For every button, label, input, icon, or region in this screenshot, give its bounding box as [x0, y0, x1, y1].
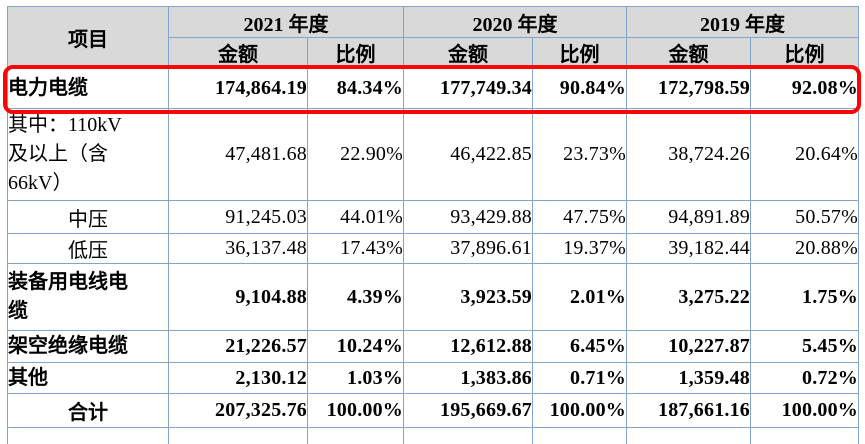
ratio-cell: 23.73% — [532, 108, 627, 201]
amount-cell: 36,137.48 — [168, 233, 308, 264]
header-ratio-2021: 比例 — [307, 37, 404, 68]
amount-cell: 2,130.12 — [168, 362, 308, 394]
ratio-cell: 100.00% — [532, 393, 627, 428]
header-year-2021: 2021 年度 — [168, 6, 404, 38]
amount-cell: 38,724.26 — [626, 108, 751, 201]
ratio-cell: 19.37% — [532, 233, 627, 264]
amount-cell: 195,669.67 — [403, 393, 533, 428]
row-label: 其他 — [7, 362, 169, 394]
amount-cell: 174,864.19 — [168, 67, 308, 109]
ratio-cell: 4.39% — [307, 263, 404, 331]
ratio-cell: 100.00% — [750, 393, 859, 428]
financial-table: 项目 2021 年度 2020 年度 2019 年度 金额 比例 金额 比例 金… — [7, 6, 859, 444]
ratio-cell: 90.84% — [532, 67, 627, 109]
amount-cell: 3,923.59 — [403, 263, 533, 331]
row-label: 其中：110kV 及以上（含 66kV） — [7, 108, 169, 201]
amount-cell: 187,661.16 — [626, 393, 751, 428]
ratio-cell: 5.45% — [750, 330, 859, 363]
amount-cell: 177,749.34 — [403, 67, 533, 109]
table-row-110kv: 其中：110kV 及以上（含 66kV） 47,481.68 22.90% 46… — [7, 108, 859, 201]
amount-cell: 3,275.22 — [626, 263, 751, 331]
revenue-breakdown-table: 项目 2021 年度 2020 年度 2019 年度 金额 比例 金额 比例 金… — [3, 6, 861, 444]
header-amount-2020: 金额 — [403, 37, 533, 68]
header-year-2019: 2019 年度 — [626, 6, 859, 38]
ratio-cell: 84.34% — [307, 67, 404, 109]
header-ratio-2019: 比例 — [750, 37, 859, 68]
row-label: 中压 — [7, 200, 169, 234]
header-amount-2021: 金额 — [168, 37, 308, 68]
table-row-power-cable: 电力电缆 174,864.19 84.34% 177,749.34 90.84%… — [7, 67, 859, 109]
header-year-2020: 2020 年度 — [403, 6, 627, 38]
amount-cell: 93,429.88 — [403, 200, 533, 234]
table-row-total: 合计 207,325.76 100.00% 195,669.67 100.00%… — [7, 393, 859, 428]
ratio-cell: 20.88% — [750, 233, 859, 264]
ratio-cell: 1.75% — [750, 263, 859, 331]
row-label: 低压 — [7, 233, 169, 264]
amount-cell: 91,245.03 — [168, 200, 308, 234]
amount-cell: 46,422.85 — [403, 108, 533, 201]
ratio-cell: 20.64% — [750, 108, 859, 201]
amount-cell: 21,226.57 — [168, 330, 308, 363]
amount-cell: 47,481.68 — [168, 108, 308, 201]
amount-cell: 1,383.86 — [403, 362, 533, 394]
row-label: 合计 — [7, 393, 169, 428]
ratio-cell: 22.90% — [307, 108, 404, 201]
ratio-cell: 44.01% — [307, 200, 404, 234]
table-row-overhead-insulated: 架空绝缘电缆 21,226.57 10.24% 12,612.88 6.45% … — [7, 330, 859, 363]
ratio-cell: 92.08% — [750, 67, 859, 109]
table-row-equipment-wire: 装备用电线电 缆 9,104.88 4.39% 3,923.59 2.01% 3… — [7, 263, 859, 331]
ratio-cell: 47.75% — [532, 200, 627, 234]
amount-cell: 12,612.88 — [403, 330, 533, 363]
table-row-other: 其他 2,130.12 1.03% 1,383.86 0.71% 1,359.4… — [7, 362, 859, 394]
amount-cell: 1,359.48 — [626, 362, 751, 394]
header-amount-2019: 金额 — [626, 37, 751, 68]
row-label: 装备用电线电 缆 — [7, 263, 169, 331]
header-item: 项目 — [7, 6, 169, 68]
amount-cell: 39,182.44 — [626, 233, 751, 264]
amount-cell: 9,104.88 — [168, 263, 308, 331]
ratio-cell: 0.72% — [750, 362, 859, 394]
ratio-cell: 1.03% — [307, 362, 404, 394]
header-ratio-2020: 比例 — [532, 37, 627, 68]
amount-cell: 10,227.87 — [626, 330, 751, 363]
table-row-medium-voltage: 中压 91,245.03 44.01% 93,429.88 47.75% 94,… — [7, 200, 859, 234]
row-label: 电力电缆 — [7, 67, 169, 109]
ratio-cell: 0.71% — [532, 362, 627, 394]
amount-cell: 172,798.59 — [626, 67, 751, 109]
ratio-cell: 100.00% — [307, 393, 404, 428]
ratio-cell: 10.24% — [307, 330, 404, 363]
amount-cell: 37,896.61 — [403, 233, 533, 264]
ratio-cell: 2.01% — [532, 263, 627, 331]
amount-cell: 94,891.89 — [626, 200, 751, 234]
ratio-cell: 17.43% — [307, 233, 404, 264]
amount-cell: 207,325.76 — [168, 393, 308, 428]
ratio-cell: 50.57% — [750, 200, 859, 234]
row-label: 架空绝缘电缆 — [7, 330, 169, 363]
table-row-partial — [7, 427, 859, 444]
ratio-cell: 6.45% — [532, 330, 627, 363]
table-row-low-voltage: 低压 36,137.48 17.43% 37,896.61 19.37% 39,… — [7, 233, 859, 264]
